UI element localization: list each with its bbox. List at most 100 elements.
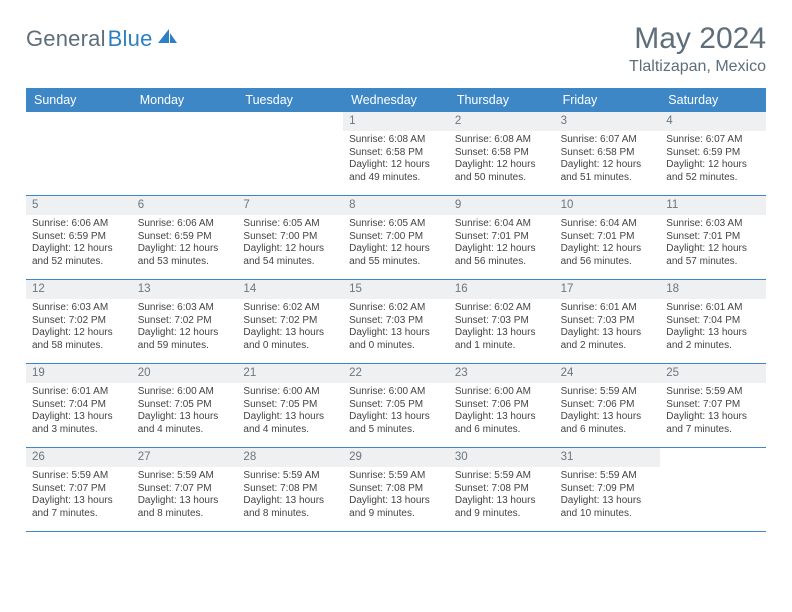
date-number [26,112,132,131]
weekday-sun: Sunday [26,88,132,112]
daylight-text: Daylight: 12 hours and 54 minutes. [243,243,337,269]
weekday-header: Sunday Monday Tuesday Wednesday Thursday… [26,88,766,112]
daylight-text: Daylight: 13 hours and 10 minutes. [561,495,655,521]
weekday-mon: Monday [132,88,238,112]
sunrise-text: Sunrise: 6:02 AM [243,302,337,315]
sunrise-text: Sunrise: 6:00 AM [349,386,443,399]
sunset-text: Sunset: 7:06 PM [561,399,655,412]
sunset-text: Sunset: 7:02 PM [138,315,232,328]
date-number: 3 [555,112,661,131]
calendar-cell [132,112,238,196]
calendar-cell: 1 Sunrise: 6:08 AMSunset: 6:58 PMDaylight… [343,112,449,196]
daylight-text: Daylight: 12 hours and 49 minutes. [349,159,443,185]
date-number: 27 [132,448,238,467]
date-number: 11 [660,196,766,215]
calendar-cell: 20Sunrise: 6:00 AMSunset: 7:05 PMDayligh… [132,364,238,448]
sunset-text: Sunset: 7:01 PM [561,231,655,244]
calendar-cell: 27Sunrise: 5:59 AMSunset: 7:07 PMDayligh… [132,448,238,532]
weekday-tue: Tuesday [237,88,343,112]
daylight-text: Daylight: 13 hours and 0 minutes. [243,327,337,353]
daylight-text: Daylight: 12 hours and 57 minutes. [666,243,760,269]
weekday-thu: Thursday [449,88,555,112]
sunrise-text: Sunrise: 6:05 AM [349,218,443,231]
date-number: 15 [343,280,449,299]
sunset-text: Sunset: 7:05 PM [243,399,337,412]
date-number: 4 [660,112,766,131]
calendar-cell: 28 Sunrise: 5:59 AMSunset: 7:08 PMDayligh… [237,448,343,532]
sunset-text: Sunset: 7:07 PM [138,483,232,496]
sunset-text: Sunset: 6:58 PM [455,147,549,160]
calendar-cell: 26Sunrise: 5:59 AMSunset: 7:07 PMDayligh… [26,448,132,532]
date-number: 24 [555,364,661,383]
sunrise-text: Sunrise: 6:01 AM [666,302,760,315]
weekday-sat: Saturday [660,88,766,112]
daylight-text: Daylight: 13 hours and 8 minutes. [243,495,337,521]
date-number [660,448,766,467]
daylight-text: Daylight: 12 hours and 56 minutes. [455,243,549,269]
daylight-text: Daylight: 13 hours and 6 minutes. [455,411,549,437]
date-number: 2 [449,112,555,131]
calendar-cell: 25Sunrise: 5:59 AMSunset: 7:07 PMDayligh… [660,364,766,448]
calendar-cell: 30Sunrise: 5:59 AMSunset: 7:08 PMDayligh… [449,448,555,532]
sunset-text: Sunset: 6:59 PM [138,231,232,244]
brand-logo: GeneralBlue [26,22,179,52]
header: GeneralBlue May 2024 Tlaltizapan, Mexico [26,22,766,76]
calendar-cell: 10Sunrise: 6:04 AMSunset: 7:01 PMDayligh… [555,196,661,280]
date-number: 13 [132,280,238,299]
sunrise-text: Sunrise: 6:08 AM [349,134,443,147]
sunrise-text: Sunrise: 6:05 AM [243,218,337,231]
date-number: 19 [26,364,132,383]
calendar-week: 26Sunrise: 5:59 AMSunset: 7:07 PMDayligh… [26,448,766,532]
sunrise-text: Sunrise: 5:59 AM [243,470,337,483]
date-number: 30 [449,448,555,467]
calendar-cell: 24Sunrise: 5:59 AMSunset: 7:06 PMDayligh… [555,364,661,448]
daylight-text: Daylight: 13 hours and 9 minutes. [349,495,443,521]
date-number: 31 [555,448,661,467]
daylight-text: Daylight: 12 hours and 53 minutes. [138,243,232,269]
sunrise-text: Sunrise: 6:01 AM [561,302,655,315]
sunset-text: Sunset: 6:58 PM [349,147,443,160]
title-block: May 2024 Tlaltizapan, Mexico [629,22,766,76]
sunset-text: Sunset: 7:04 PM [32,399,126,412]
sunrise-text: Sunrise: 6:03 AM [666,218,760,231]
calendar-cell: 11Sunrise: 6:03 AMSunset: 7:01 PMDayligh… [660,196,766,280]
sunrise-text: Sunrise: 6:06 AM [32,218,126,231]
calendar-week: 19 Sunrise: 6:01 AMSunset: 7:04 PM Dayligh… [26,364,766,448]
date-number: 12 [26,280,132,299]
daylight-text: Daylight: 13 hours and 9 minutes. [455,495,549,521]
weekday-wed: Wednesday [343,88,449,112]
date-number: 17 [555,280,661,299]
date-number: 28 [237,448,343,467]
daylight-text: Daylight: 12 hours and 50 minutes. [455,159,549,185]
daylight-text: Daylight: 13 hours and 7 minutes. [666,411,760,437]
calendar-cell: 12Sunrise: 6:03 AMSunset: 7:02 PMDayligh… [26,280,132,364]
date-number: 16 [449,280,555,299]
sunrise-text: Sunrise: 6:04 AM [561,218,655,231]
daylight-text: Daylight: 12 hours and 56 minutes. [561,243,655,269]
date-number: 1 [343,112,449,131]
date-number: 8 [343,196,449,215]
sunset-text: Sunset: 6:59 PM [32,231,126,244]
calendar-cell: 8Sunrise: 6:05 AMSunset: 7:00 PMDaylight… [343,196,449,280]
calendar-cell: 31Sunrise: 5:59 AMSunset: 7:09 PMDayligh… [555,448,661,532]
date-number: 23 [449,364,555,383]
date-number [237,112,343,131]
calendar-week: 12Sunrise: 6:03 AMSunset: 7:02 PMDayligh… [26,280,766,364]
daylight-text: Daylight: 12 hours and 58 minutes. [32,327,126,353]
sunrise-text: Sunrise: 5:59 AM [455,470,549,483]
daylight-text: Daylight: 13 hours and 7 minutes. [32,495,126,521]
sunrise-text: Sunrise: 6:01 AM [32,386,126,399]
month-title: May 2024 [629,22,766,56]
daylight-text: Daylight: 13 hours and 2 minutes. [666,327,760,353]
sunset-text: Sunset: 7:08 PM [243,483,337,496]
date-number: 29 [343,448,449,467]
sunset-text: Sunset: 6:59 PM [666,147,760,160]
daylight-text: Daylight: 13 hours and 6 minutes. [561,411,655,437]
calendar-cell: 21Sunrise: 6:00 AMSunset: 7:05 PMDayligh… [237,364,343,448]
date-number: 22 [343,364,449,383]
sunset-text: Sunset: 7:09 PM [561,483,655,496]
sunset-text: Sunset: 7:07 PM [666,399,760,412]
sail-icon [157,28,179,51]
calendar-cell [660,448,766,532]
calendar-cell: 19Sunrise: 6:01 AMSunset: 7:04 PMDayligh… [26,364,132,448]
